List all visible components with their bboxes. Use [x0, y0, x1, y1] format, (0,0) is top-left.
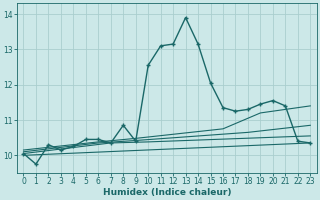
X-axis label: Humidex (Indice chaleur): Humidex (Indice chaleur): [103, 188, 231, 197]
